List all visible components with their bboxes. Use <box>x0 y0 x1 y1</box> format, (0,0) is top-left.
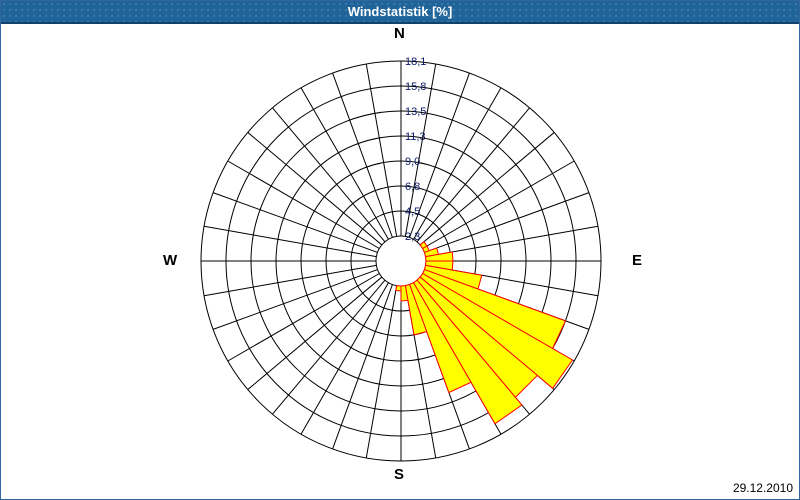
svg-text:6,8: 6,8 <box>405 181 420 193</box>
svg-text:9,0: 9,0 <box>405 156 420 168</box>
svg-text:4,5: 4,5 <box>405 206 420 218</box>
svg-text:18,1: 18,1 <box>405 56 426 68</box>
svg-text:15,8: 15,8 <box>405 81 426 93</box>
svg-text:2,3: 2,3 <box>405 231 420 243</box>
svg-text:11,3: 11,3 <box>405 131 426 143</box>
svg-text:13,5: 13,5 <box>405 106 426 118</box>
